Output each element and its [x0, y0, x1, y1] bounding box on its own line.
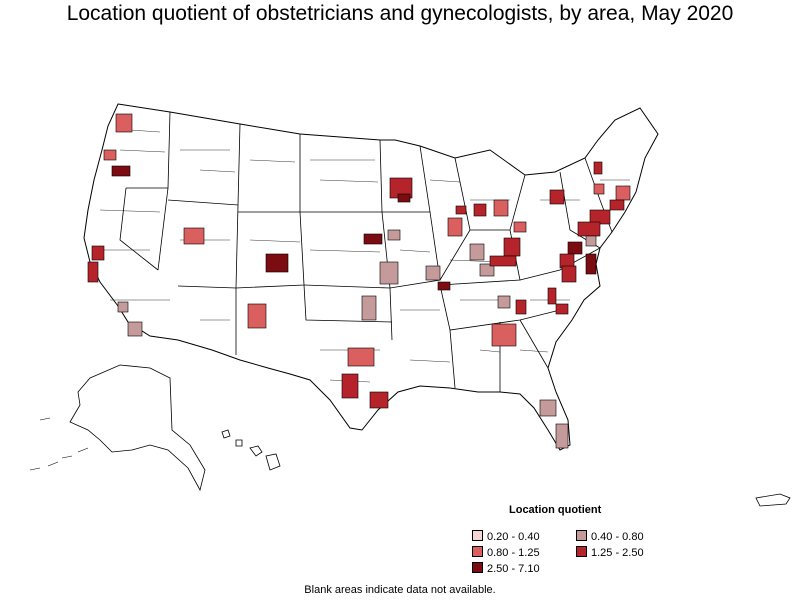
hawaii-islands: [221, 429, 281, 471]
aleutian-islands: [29, 417, 89, 471]
legend-item-3: 1.25 - 2.50: [576, 546, 644, 559]
alaska-outline: [69, 364, 206, 492]
legend-item-0: 0.20 - 0.40: [472, 530, 540, 543]
legend-title: Location quotient: [509, 504, 602, 516]
footnote: Blank areas indicate data not available.: [304, 584, 496, 596]
metro-areas: [87, 113, 631, 449]
legend-swatch-1: [576, 530, 587, 541]
legend-item-1: 0.40 - 0.80: [576, 530, 644, 543]
legend-label-0: 0.20 - 0.40: [487, 531, 540, 543]
legend-label-1: 0.40 - 0.80: [591, 531, 644, 543]
legend-swatch-3: [576, 546, 587, 557]
legend-swatch-0: [472, 530, 483, 541]
legend-label-3: 1.25 - 2.50: [591, 547, 644, 559]
map-title: Location quotient of obstetricians and g…: [66, 2, 734, 25]
legend-swatch-4: [472, 562, 483, 573]
legend-swatch-2: [472, 546, 483, 557]
puerto-rico: [755, 493, 791, 507]
legend-label-2: 0.80 - 1.25: [487, 547, 540, 559]
legend-item-2: 0.80 - 1.25: [472, 546, 540, 559]
legend-label-4: 2.50 - 7.10: [487, 563, 540, 575]
legend-item-4: 2.50 - 7.10: [472, 562, 540, 575]
